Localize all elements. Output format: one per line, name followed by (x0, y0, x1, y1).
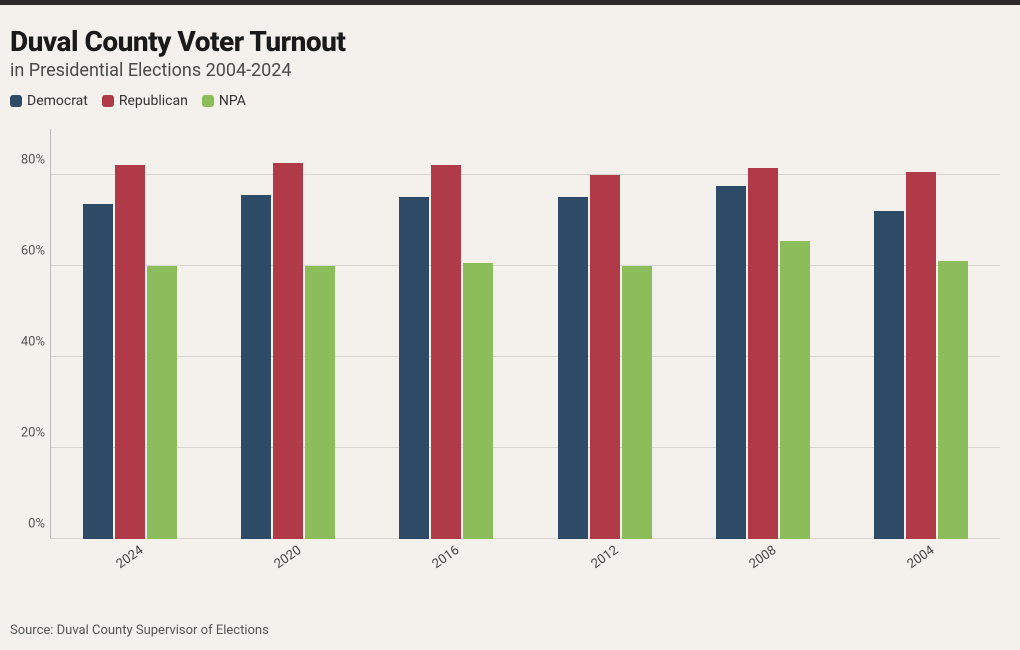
x-axis-label: 2008 (746, 543, 779, 572)
chart-title: Duval County Voter Turnout (10, 25, 1010, 58)
plot-area: 0%20%40%60%80%202420202016201220082004 (50, 129, 1000, 539)
y-axis-label: 80% (15, 152, 45, 167)
bar-npa (622, 266, 652, 539)
chart-plot: 0%20%40%60%80%202420202016201220082004 (50, 119, 1000, 559)
bar-group: 2020 (209, 129, 367, 539)
legend-swatch-republican (102, 95, 114, 107)
bar-democrat (399, 197, 429, 539)
legend-item-democrat: Democrat (10, 93, 88, 109)
y-axis-label: 20% (15, 425, 45, 440)
bar-group: 2004 (842, 129, 1000, 539)
bar-democrat (83, 204, 113, 539)
bar-npa (463, 263, 493, 539)
bar-npa (780, 241, 810, 539)
chart-legend: Democrat Republican NPA (10, 93, 1010, 109)
chart-source: Source: Duval County Supervisor of Elect… (10, 623, 269, 638)
bar-republican (906, 172, 936, 539)
bar-republican (115, 165, 145, 539)
bar-republican (273, 163, 303, 539)
bar-group: 2012 (526, 129, 684, 539)
bar-democrat (558, 197, 588, 539)
bar-group: 2024 (51, 129, 209, 539)
legend-label-republican: Republican (119, 93, 188, 109)
legend-swatch-npa (202, 95, 214, 107)
legend-item-npa: NPA (202, 93, 246, 109)
bar-group: 2008 (684, 129, 842, 539)
bar-republican (431, 165, 461, 539)
bar-npa (305, 266, 335, 539)
x-axis-label: 2012 (588, 543, 621, 572)
bar-republican (748, 168, 778, 539)
bar-npa (147, 266, 177, 539)
bar-group: 2016 (367, 129, 525, 539)
legend-label-democrat: Democrat (27, 93, 88, 109)
legend-swatch-democrat (10, 95, 22, 107)
legend-item-republican: Republican (102, 93, 188, 109)
bar-npa (938, 261, 968, 539)
bar-groups: 202420202016201220082004 (51, 129, 1000, 539)
y-axis-label: 0% (15, 517, 45, 532)
chart-card: Duval County Voter Turnout in Presidenti… (0, 5, 1020, 650)
bar-republican (590, 175, 620, 539)
legend-label-npa: NPA (219, 93, 246, 109)
chart-subtitle: in Presidential Elections 2004-2024 (10, 60, 1010, 81)
x-axis-label: 2004 (905, 543, 938, 572)
x-axis-label: 2020 (272, 543, 305, 572)
x-axis-label: 2024 (114, 543, 147, 572)
x-axis-label: 2016 (430, 543, 463, 572)
y-axis-label: 40% (15, 334, 45, 349)
bar-democrat (716, 186, 746, 539)
bar-democrat (874, 211, 904, 539)
bar-democrat (241, 195, 271, 539)
y-axis-label: 60% (15, 243, 45, 258)
